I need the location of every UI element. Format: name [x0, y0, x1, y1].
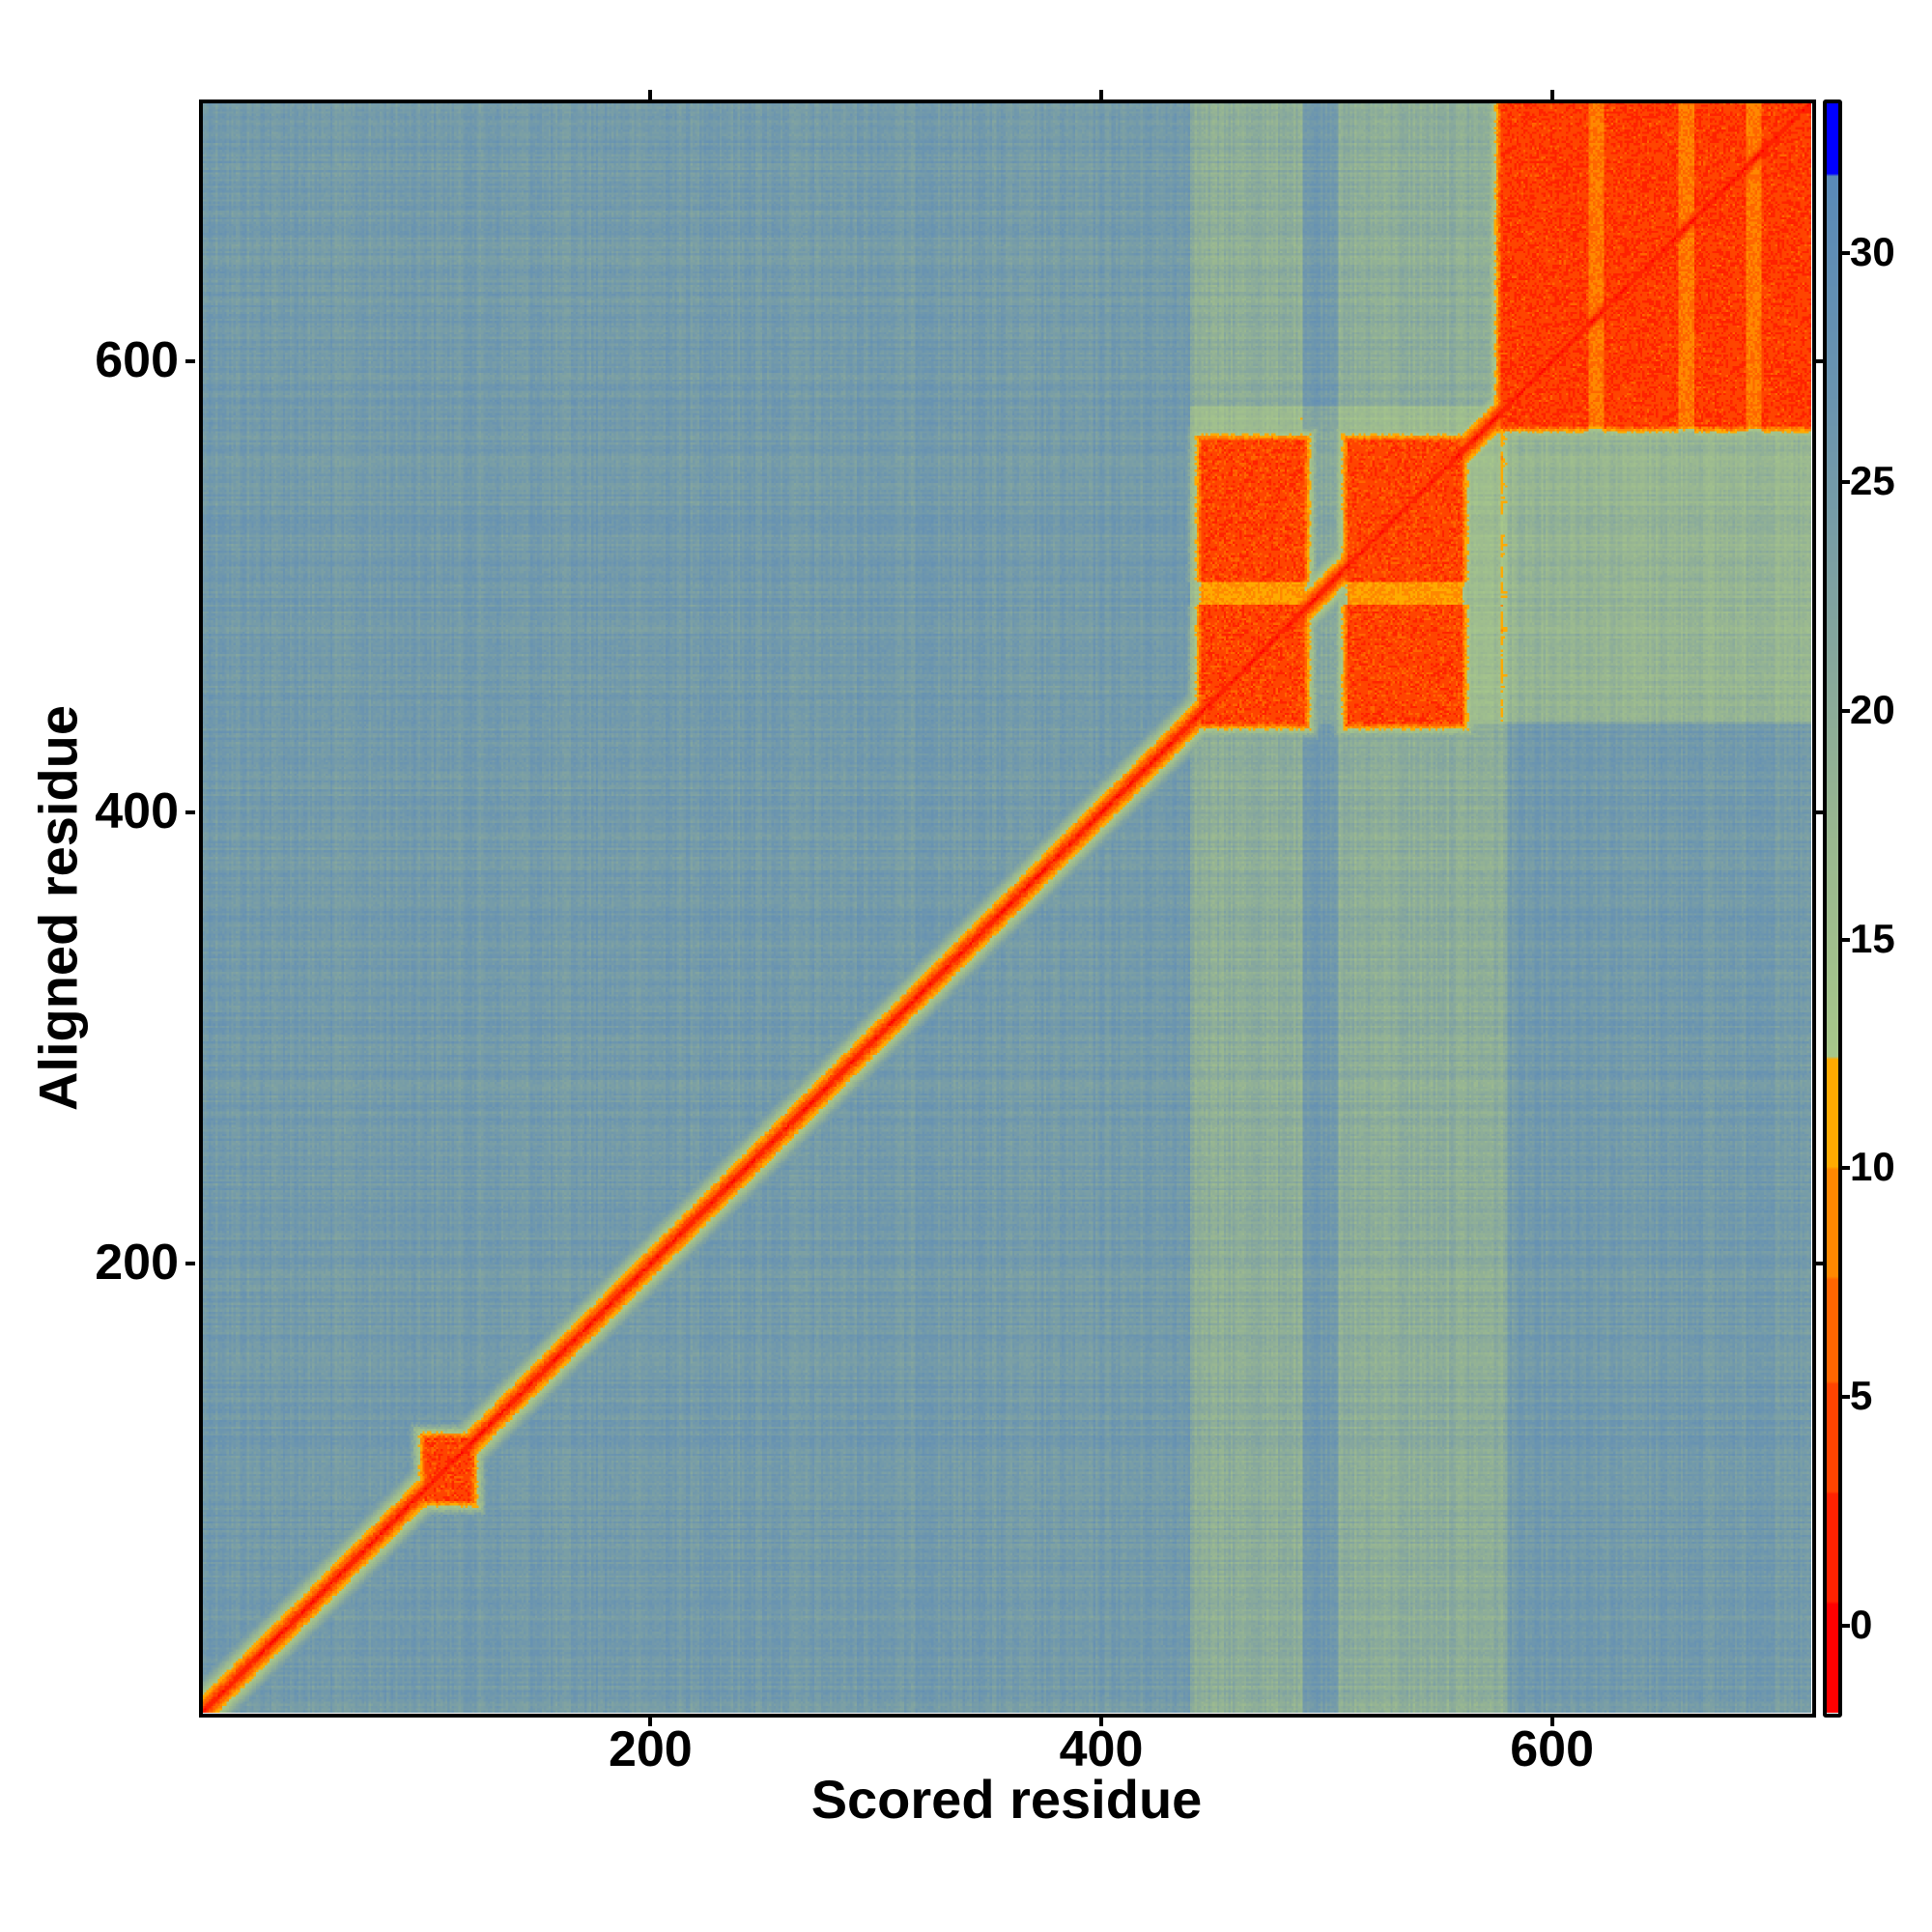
plot-frame: [199, 99, 1816, 1718]
colorbar-tick-mark: [1842, 1395, 1850, 1400]
x-tick-label: 200: [608, 1721, 693, 1777]
colorbar-tick-label: 5: [1850, 1373, 1873, 1419]
colorbar-tick-mark: [1842, 251, 1850, 256]
colorbar-tick-label: 10: [1850, 1144, 1895, 1190]
x-tick-mark: [648, 1717, 653, 1726]
x-tick-mark: [1549, 1717, 1554, 1726]
y-tick-label: 600: [95, 332, 179, 389]
y-right-tick-mark: [1815, 1262, 1824, 1266]
y-tick-label: 400: [95, 783, 179, 840]
colorbar-tick-mark: [1842, 708, 1850, 713]
heatmap-canvas: [202, 102, 1811, 1713]
x-tick-label: 600: [1510, 1721, 1595, 1777]
x-tick-mark: [1099, 1717, 1103, 1726]
colorbar-tick-mark: [1842, 937, 1850, 942]
x-tick-label: 400: [1059, 1721, 1144, 1777]
colorbar-tick-mark: [1842, 480, 1850, 485]
colorbar-tick-mark: [1842, 1166, 1850, 1171]
x-top-tick-mark: [1549, 90, 1554, 99]
y-axis-label: Aligned residue: [27, 704, 89, 1112]
y-tick-mark: [185, 359, 195, 364]
colorbar-tick-label: 30: [1850, 229, 1895, 275]
x-top-tick-mark: [648, 90, 653, 99]
colorbar-tick-label: 0: [1850, 1602, 1873, 1648]
colorbar-tick-label: 15: [1850, 915, 1895, 961]
x-axis-label: Scored residue: [810, 1769, 1203, 1830]
y-tick-label: 200: [95, 1235, 179, 1292]
colorbar: [1827, 102, 1838, 1713]
y-right-tick-mark: [1815, 359, 1824, 364]
colorbar-tick-label: 20: [1850, 686, 1895, 732]
colorbar-tick-label: 25: [1850, 458, 1895, 504]
x-top-tick-mark: [1099, 90, 1103, 99]
y-tick-mark: [185, 810, 195, 815]
colorbar-tick-mark: [1842, 1624, 1850, 1629]
y-tick-mark: [185, 1262, 195, 1266]
colorbar-frame: [1823, 99, 1842, 1718]
y-right-tick-mark: [1815, 810, 1824, 815]
